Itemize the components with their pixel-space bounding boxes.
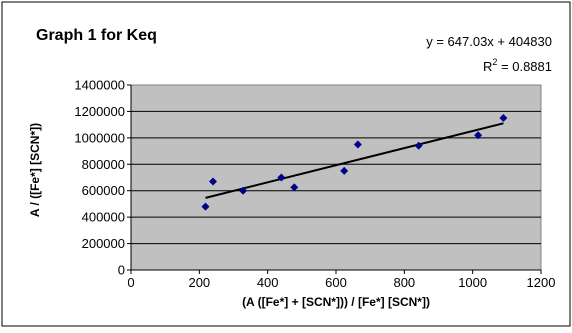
x-tick-label: 600 (325, 275, 347, 290)
x-tick-label: 0 (127, 275, 134, 290)
x-tick-label: 1000 (458, 275, 487, 290)
trendline-equation: y = 647.03x + 404830 (426, 34, 552, 49)
x-tick-label: 800 (393, 275, 415, 290)
y-tick-label: 400000 (82, 210, 125, 225)
data-point (353, 140, 362, 149)
data-point (201, 202, 210, 211)
y-axis-title: A / ([Fe*] [SCN*]) (28, 123, 42, 217)
data-point (414, 141, 423, 150)
data-point (290, 183, 299, 192)
chart-title: Graph 1 for Keq (36, 27, 157, 44)
y-tick-label: 800000 (82, 157, 125, 172)
data-point (277, 173, 286, 182)
data-point (340, 166, 349, 175)
plot-background (130, 84, 542, 271)
y-tick-label: 600000 (82, 183, 125, 198)
chart-border (1, 1, 571, 327)
x-tick-label: 400 (257, 275, 279, 290)
r-squared-label: R2 = 0.8881 (483, 57, 552, 74)
y-tick-label: 1000000 (74, 130, 125, 145)
data-point (239, 186, 248, 195)
x-tick-label: 1200 (527, 275, 556, 290)
data-point (499, 114, 508, 123)
data-point (474, 131, 483, 140)
data-point (209, 177, 217, 186)
y-tick-label: 0 (118, 263, 125, 278)
y-tick-label: 1400000 (74, 78, 125, 93)
trendline (205, 122, 504, 199)
x-tick-label: 200 (188, 275, 210, 290)
y-tick-label: 200000 (82, 236, 125, 251)
x-axis-title: (A ([Fe*] + [SCN*])) / [Fe*] [SCN*]) (242, 295, 430, 309)
plot-area: 0 200000 400000 600000 800000 1000000 1200000 1… (74, 78, 555, 291)
y-tick-label: 1200000 (74, 104, 125, 119)
